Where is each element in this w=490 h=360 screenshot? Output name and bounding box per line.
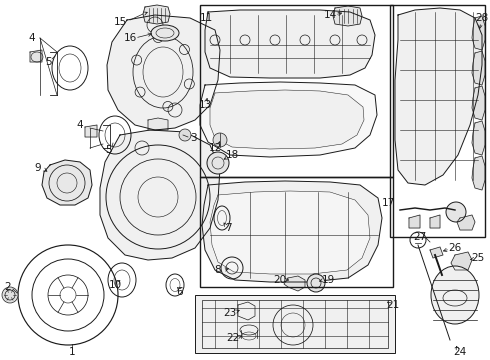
- Polygon shape: [30, 50, 42, 62]
- Circle shape: [213, 133, 227, 147]
- Polygon shape: [284, 276, 305, 291]
- Polygon shape: [472, 86, 485, 120]
- Text: 21: 21: [387, 300, 400, 310]
- Text: 1: 1: [69, 347, 75, 357]
- Polygon shape: [143, 5, 170, 24]
- Bar: [390, 5, 485, 237]
- Bar: [195, 295, 395, 353]
- Ellipse shape: [431, 266, 479, 324]
- Polygon shape: [148, 118, 168, 130]
- Polygon shape: [430, 247, 443, 258]
- Text: 8: 8: [215, 265, 221, 275]
- Polygon shape: [85, 125, 97, 137]
- Text: 15: 15: [113, 17, 126, 27]
- Text: 14: 14: [323, 10, 337, 20]
- Polygon shape: [202, 181, 382, 282]
- Bar: [200, 5, 393, 177]
- Polygon shape: [430, 215, 440, 228]
- Text: 25: 25: [471, 253, 485, 263]
- Text: 3: 3: [190, 133, 196, 143]
- Circle shape: [207, 152, 229, 174]
- Text: 4: 4: [29, 33, 35, 43]
- Polygon shape: [210, 90, 364, 149]
- Circle shape: [2, 287, 18, 303]
- Text: 27: 27: [414, 232, 427, 242]
- Circle shape: [446, 202, 466, 222]
- Text: 5: 5: [45, 57, 51, 67]
- Text: 16: 16: [123, 33, 137, 43]
- Polygon shape: [409, 215, 420, 228]
- Polygon shape: [472, 16, 485, 50]
- Polygon shape: [100, 130, 220, 260]
- Text: 12: 12: [208, 143, 221, 153]
- Polygon shape: [107, 15, 220, 130]
- Text: 22: 22: [226, 333, 240, 343]
- Polygon shape: [200, 82, 377, 157]
- Polygon shape: [238, 302, 255, 320]
- Text: 26: 26: [448, 243, 462, 253]
- Polygon shape: [205, 10, 375, 78]
- Text: 11: 11: [199, 13, 213, 23]
- Bar: [200, 177, 393, 287]
- Polygon shape: [451, 252, 472, 270]
- Polygon shape: [472, 156, 485, 190]
- Text: 23: 23: [223, 308, 237, 318]
- Text: 18: 18: [225, 150, 239, 160]
- Text: 28: 28: [475, 13, 489, 23]
- Polygon shape: [210, 191, 370, 274]
- Polygon shape: [472, 51, 485, 85]
- Text: 9: 9: [35, 163, 41, 173]
- Polygon shape: [333, 6, 362, 26]
- Text: 4: 4: [77, 120, 83, 130]
- Ellipse shape: [151, 25, 179, 41]
- Text: 24: 24: [453, 347, 466, 357]
- Text: 10: 10: [108, 280, 122, 290]
- Text: 7: 7: [225, 223, 231, 233]
- Text: 19: 19: [321, 275, 335, 285]
- Text: 20: 20: [273, 275, 287, 285]
- Text: 5: 5: [105, 145, 111, 155]
- Polygon shape: [457, 215, 475, 230]
- Circle shape: [307, 274, 325, 292]
- Polygon shape: [472, 121, 485, 155]
- Bar: [202, 300, 388, 348]
- Text: 2: 2: [5, 282, 11, 292]
- Polygon shape: [395, 8, 482, 185]
- Text: 13: 13: [198, 100, 212, 110]
- Text: 6: 6: [177, 287, 183, 297]
- Circle shape: [179, 129, 191, 141]
- Polygon shape: [42, 160, 92, 205]
- Text: 17: 17: [381, 198, 394, 208]
